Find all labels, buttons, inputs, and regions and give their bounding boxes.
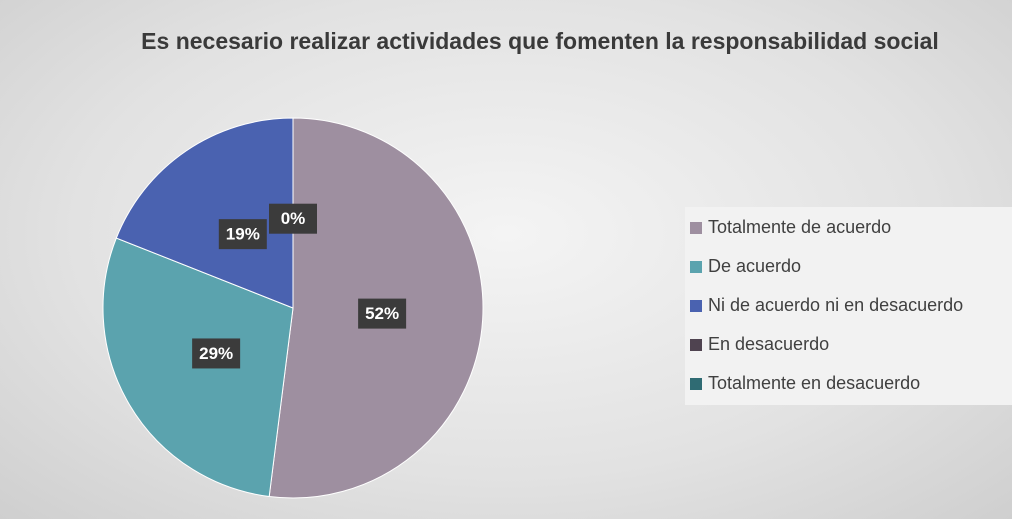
pie-slice — [115, 117, 294, 309]
data-label-box — [269, 203, 317, 234]
legend-label: De acuerdo — [708, 256, 801, 276]
data-label-box — [218, 219, 267, 250]
legend-box — [685, 207, 1012, 405]
data-label: 19% — [226, 225, 260, 244]
legend-label: Totalmente en desacuerdo — [708, 373, 920, 393]
data-label: 29% — [199, 344, 233, 363]
data-label: 52% — [365, 304, 399, 323]
data-label: 0% — [281, 209, 306, 228]
data-label-box — [358, 298, 407, 329]
legend-label: Totalmente de acuerdo — [708, 217, 891, 237]
legend-swatch — [690, 300, 702, 312]
legend-swatch — [690, 378, 702, 390]
data-label-box — [192, 338, 241, 369]
legend-swatch — [690, 222, 702, 234]
legend-swatch — [690, 261, 702, 273]
legend-label: En desacuerdo — [708, 334, 829, 354]
legend-swatch — [690, 339, 702, 351]
legend-label: Ni de acuerdo ni en desacuerdo — [708, 295, 963, 315]
chart-title: Es necesario realizar actividades que fo… — [141, 28, 939, 54]
